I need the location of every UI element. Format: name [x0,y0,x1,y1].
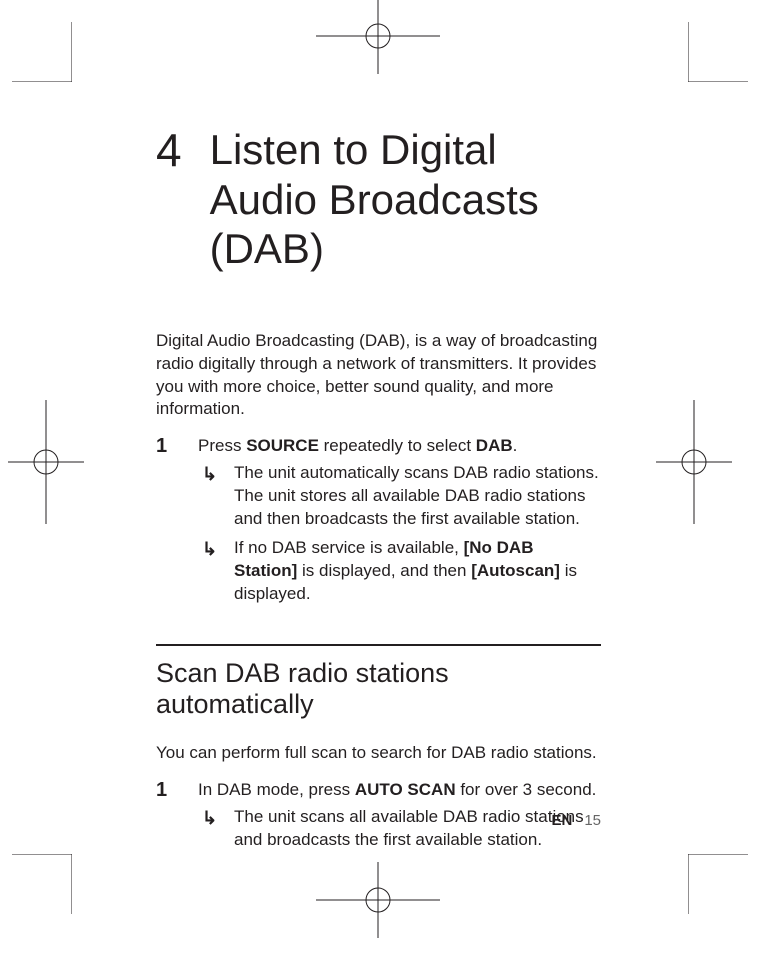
section-heading: Scan DAB radio stations automatically [156,658,601,720]
page-footer: EN 15 [156,812,601,829]
registration-mark [316,862,440,938]
bullet-text: is displayed, and then [297,561,471,580]
step-instruction: Press SOURCE repeatedly to select DAB. [198,435,601,458]
footer-language: EN [551,812,572,829]
registration-corner [688,854,748,914]
step-text-bold: DAB [476,436,513,455]
step-bullets: The unit automatically scans DAB radio s… [198,462,601,606]
registration-mark [8,400,84,524]
step-text-bold: SOURCE [246,436,319,455]
bullet-text-bold: [Autoscan] [471,561,560,580]
step-number: 1 [156,435,176,612]
step-body: Press SOURCE repeatedly to select DAB. T… [198,435,601,612]
step-instruction: In DAB mode, press AUTO SCAN for over 3 … [198,779,601,802]
section-rule [156,644,601,646]
registration-mark [316,0,440,74]
registration-corner [688,22,748,82]
registration-corner [12,854,72,914]
intro-paragraph: Digital Audio Broadcasting (DAB), is a w… [156,330,601,422]
footer-page-number: 15 [584,812,601,829]
step-text: repeatedly to select [319,436,476,455]
bullet-text: If no DAB service is available, [234,538,464,557]
step-bullet: If no DAB service is available, [No DAB … [198,537,601,606]
chapter-title: Listen to Digital Audio Broadcasts (DAB) [210,125,601,274]
chapter-number: 4 [156,125,182,274]
step-text: In DAB mode, press [198,780,355,799]
step-text: Press [198,436,246,455]
section-intro: You can perform full scan to search for … [156,742,601,765]
chapter-heading: 4 Listen to Digital Audio Broadcasts (DA… [156,125,601,274]
step-text: for over 3 second. [456,780,597,799]
step-block-1: 1 Press SOURCE repeatedly to select DAB.… [156,435,601,612]
step-bullet: The unit automatically scans DAB radio s… [198,462,601,531]
page-content: 4 Listen to Digital Audio Broadcasts (DA… [156,125,601,862]
step-text: . [513,436,518,455]
step-text-bold: AUTO SCAN [355,780,456,799]
registration-corner [12,22,72,82]
registration-mark [656,400,732,524]
